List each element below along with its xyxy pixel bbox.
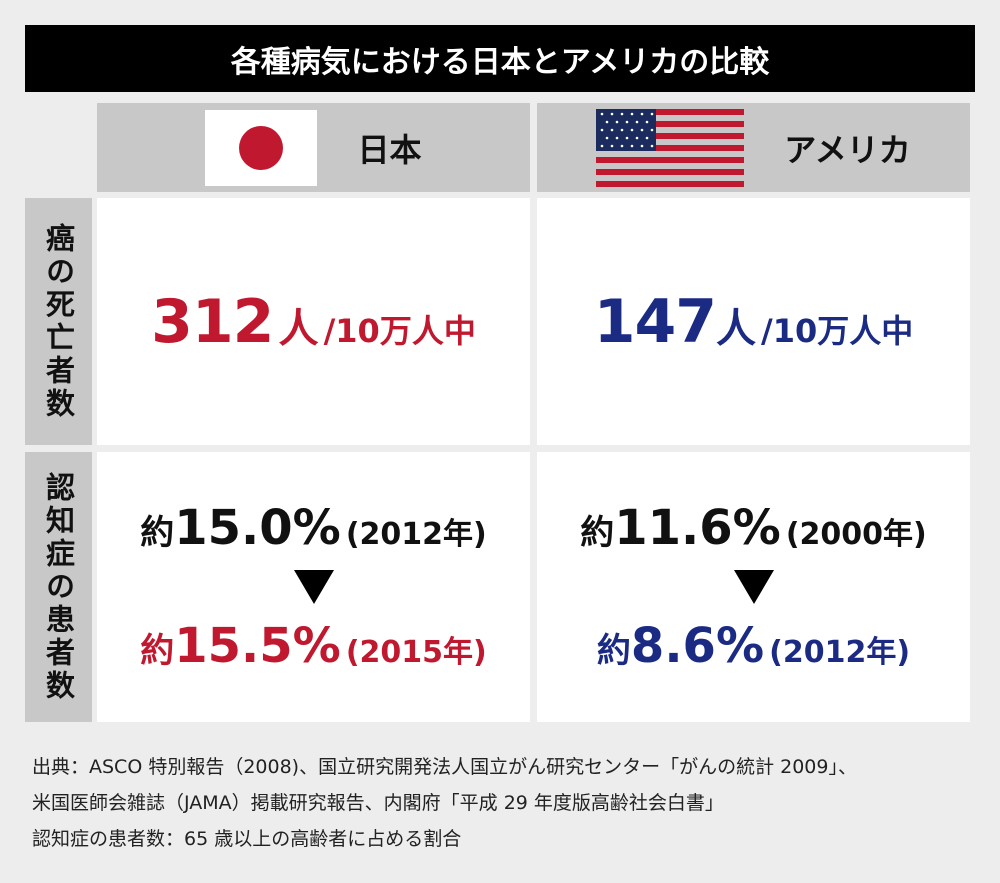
cancer-usa-per: /10万人中 bbox=[761, 311, 914, 350]
dementia-usa-cell: 約11.6% (2000年) 約8.6% (2012年) bbox=[537, 452, 970, 722]
usa-flag-icon bbox=[596, 108, 745, 187]
page-title: 各種病気における日本とアメリカの比較 bbox=[25, 25, 975, 92]
footnote-definition: 認知症の患者数：65 歳以上の高齢者に占める割合 bbox=[32, 828, 462, 850]
dementia-japan-before-year: (2012年) bbox=[345, 517, 487, 552]
prefix: 約 bbox=[596, 631, 631, 671]
cancer-japan-value: 312 bbox=[151, 286, 274, 357]
down-arrow-icon bbox=[293, 570, 334, 604]
dementia-usa-before: 11.6% bbox=[614, 500, 781, 556]
dementia-usa-after-year: (2012年) bbox=[769, 635, 911, 670]
prefix: 約 bbox=[140, 631, 175, 671]
footnote-source: 出典：ASCO 特別報告（2008)、国立研究開発法人国立がん研究センター「がん… bbox=[32, 756, 857, 778]
dementia-usa-before-year: (2000年) bbox=[785, 517, 927, 552]
cancer-japan-per: /10万人中 bbox=[323, 311, 476, 350]
header-japan-label: 日本 bbox=[357, 130, 422, 169]
row-label-dementia: 認知症の患者数 bbox=[25, 452, 92, 722]
header-japan: 日本 bbox=[97, 103, 530, 192]
cancer-usa-cell: 147人 /10万人中 bbox=[537, 198, 970, 445]
cancer-japan-cell: 312 人 /10万人中 bbox=[97, 198, 530, 445]
prefix: 約 bbox=[140, 513, 175, 553]
cancer-usa-unit: 人 bbox=[715, 305, 756, 352]
dementia-japan-after: 15.5% bbox=[174, 618, 341, 674]
row-label-cancer: 癌の死亡者数 bbox=[25, 198, 92, 445]
down-arrow-icon bbox=[733, 570, 774, 604]
japan-flag-icon bbox=[205, 109, 318, 186]
cancer-usa-value: 147 bbox=[593, 286, 717, 357]
prefix: 約 bbox=[580, 513, 615, 553]
header-usa-label: アメリカ bbox=[784, 130, 911, 169]
dementia-japan-cell: 約15.0% (2012年) 約15.5% (2015年) bbox=[97, 452, 530, 722]
dementia-japan-before: 15.0% bbox=[174, 500, 341, 556]
footnote-source-2: 米国医師会雑誌（JAMA）掲載研究報告、内閣府「平成 29 年度版高齢社会白書」 bbox=[32, 792, 724, 814]
cancer-japan-unit: 人 bbox=[278, 305, 319, 352]
dementia-usa-after: 8.6% bbox=[630, 618, 765, 674]
header-usa: アメリカ bbox=[537, 103, 970, 192]
dementia-japan-after-year: (2015年) bbox=[345, 635, 487, 670]
